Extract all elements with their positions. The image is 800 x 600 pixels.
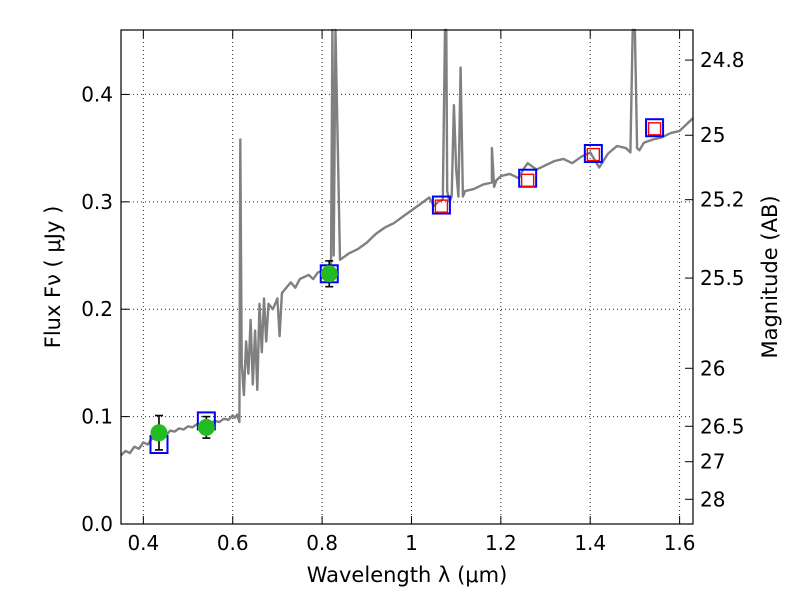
right-tick-label: 25 <box>700 123 725 147</box>
tick-layer: 0.4 0.6 0.8 1 1.2 1.4 1.6 0.0 0.1 0.2 0.3 0.4 24.8 25… <box>81 30 745 555</box>
x-tick-label: 0.8 <box>306 531 338 555</box>
right-tick-label: 26.5 <box>700 414 745 438</box>
spectrum-line <box>120 28 694 457</box>
observed-photometry-square <box>586 147 601 162</box>
y-tick-label: 0.1 <box>81 405 113 429</box>
grid-layer <box>121 30 693 525</box>
model-photometry-square <box>431 195 451 215</box>
model-photometry-square <box>645 118 665 138</box>
data-layer <box>120 28 694 457</box>
x-axis-label: Wavelength λ (μm) <box>307 563 508 587</box>
y-tick-label: 0.3 <box>81 190 113 214</box>
y-axis-label-right: Magnitude (AB) <box>758 195 782 358</box>
observed-photometry-square <box>647 122 662 136</box>
detection-point <box>150 424 168 442</box>
detection-point <box>197 418 215 436</box>
observed-photometry-square <box>520 173 535 188</box>
right-tick-label: 26 <box>700 356 725 380</box>
x-tick-label: 1.4 <box>574 531 606 555</box>
plot-frame <box>120 29 694 525</box>
y-tick-label: 0.2 <box>81 297 113 321</box>
detection-point <box>320 265 338 283</box>
right-tick-label: 28 <box>700 487 725 511</box>
right-tick-label: 25.5 <box>700 266 745 290</box>
observed-photometry-square <box>434 199 449 213</box>
right-tick-label: 24.8 <box>700 48 745 72</box>
x-tick-label: 1.2 <box>485 531 517 555</box>
x-tick-label: 1.6 <box>664 531 696 555</box>
y-axis-label: Flux Fν ( μJy ) <box>41 206 65 349</box>
x-tick-label: 0.4 <box>127 531 159 555</box>
model-photometry-square <box>583 144 603 163</box>
y-tick-label: 0.0 <box>81 512 113 536</box>
right-tick-label: 27 <box>700 450 725 474</box>
x-tick-label: 1 <box>405 531 418 555</box>
y-tick-label: 0.4 <box>81 82 113 106</box>
right-tick-label: 25.2 <box>700 188 745 212</box>
x-tick-label: 0.6 <box>217 531 249 555</box>
